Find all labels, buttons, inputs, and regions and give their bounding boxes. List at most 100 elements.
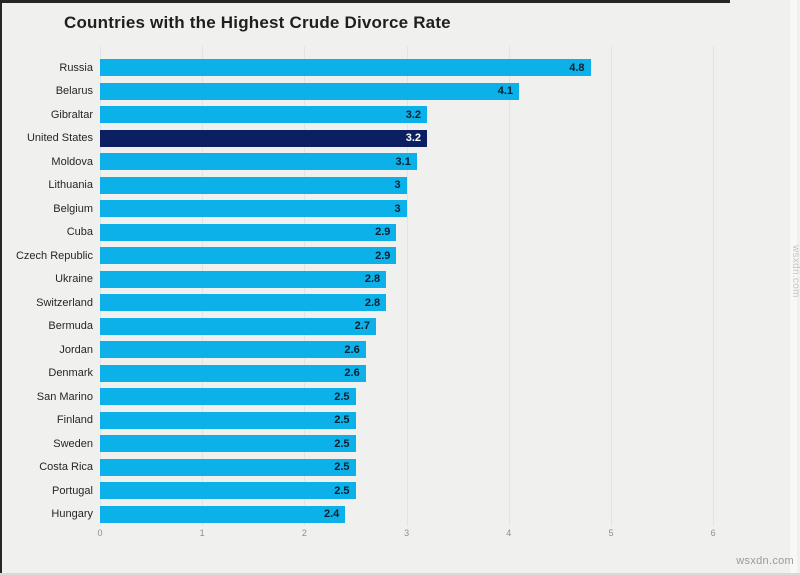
bar-track: 2.5 (100, 388, 790, 406)
value-label: 2.5 (334, 437, 350, 450)
bar: 3.2 (100, 106, 428, 124)
bar-row: Lithuania 3 (0, 174, 790, 198)
bar-row: Russia 4.8 (0, 56, 790, 80)
gridline (508, 46, 510, 526)
value-label: 2.6 (344, 367, 360, 380)
bar: 3 (100, 176, 407, 194)
bar-track: 3.1 (100, 153, 790, 171)
bar-highlighted: 3.2 (100, 129, 428, 147)
bar-track: 2.5 (100, 458, 790, 476)
bar-track: 2.4 (100, 505, 790, 523)
value-label: 2.7 (354, 320, 370, 333)
x-tick-label: 2 (301, 528, 307, 538)
category-label: United States (26, 132, 93, 145)
bar-track: 2.5 (100, 482, 790, 500)
bar-track: 3.2 (100, 129, 790, 147)
category-label: Russia (59, 61, 93, 74)
value-label: 3.1 (395, 155, 411, 168)
bar: 2.5 (100, 458, 356, 476)
bar-row: Gibraltar 3.2 (0, 103, 790, 127)
bar-track: 3 (100, 200, 790, 218)
category-label: Switzerland (36, 296, 93, 309)
category-label: Czech Republic (15, 249, 93, 262)
bar-row: Czech Republic 2.9 (0, 244, 790, 268)
value-label: 2.6 (344, 343, 360, 356)
bar-track: 2.7 (100, 317, 790, 335)
bar-row: Belgium 3 (0, 197, 790, 221)
value-label: 3 (394, 202, 401, 215)
value-label: 3 (394, 179, 401, 192)
bar-row: Finland 2.5 (0, 409, 790, 433)
gridline (713, 46, 715, 526)
bar-row: Costa Rica 2.5 (0, 456, 790, 480)
bar: 2.9 (100, 223, 397, 241)
category-label: Cuba (66, 226, 93, 239)
category-label: Costa Rica (39, 461, 93, 474)
bar: 3.1 (100, 153, 417, 171)
category-label: Finland (56, 414, 93, 427)
value-label: 2.8 (364, 296, 381, 309)
category-label: Belarus (55, 85, 93, 98)
bar: 2.5 (100, 482, 356, 500)
bar: 2.8 (100, 294, 387, 312)
bar-track: 2.5 (100, 435, 790, 453)
category-label: Gibraltar (50, 108, 93, 121)
value-label: 3.2 (405, 108, 422, 121)
value-label: 2.9 (375, 226, 391, 239)
bar: 2.6 (100, 341, 366, 359)
bar-row: Switzerland 2.8 (0, 291, 790, 315)
watermark-bottom-right: wsxdn.com (736, 555, 794, 567)
gridline (611, 46, 612, 526)
chart-title: Countries with the Highest Crude Divorce… (64, 13, 451, 32)
bar-track: 2.9 (100, 223, 790, 241)
bar-row: Belarus 4.1 (0, 80, 790, 104)
value-label: 2.5 (334, 414, 350, 427)
x-tick-label: 5 (608, 528, 614, 538)
plot-rows: Russia 4.8 Belarus 4.1 Gibraltar 3.2 United St… (0, 56, 790, 526)
category-label: Bermuda (48, 320, 93, 333)
bar: 2.6 (100, 364, 366, 382)
bar-row: Hungary 2.4 (0, 503, 790, 527)
bar-row: Denmark 2.6 (0, 362, 790, 386)
bar-track: 2.9 (100, 247, 790, 265)
value-label: 4.1 (497, 85, 514, 98)
bar-track: 2.6 (100, 364, 790, 382)
x-tick-label: 4 (506, 528, 512, 538)
bar-row: Jordan 2.6 (0, 338, 790, 362)
category-label: Denmark (48, 367, 93, 380)
frame-border-top (0, 0, 730, 3)
bar-track: 2.6 (100, 341, 790, 359)
gridline (406, 46, 408, 526)
frame-right-strip (790, 0, 797, 573)
bar-track: 3.2 (100, 106, 790, 124)
category-label: Moldova (51, 155, 93, 168)
bar: 2.7 (100, 317, 376, 335)
bar: 2.8 (100, 270, 387, 288)
frame-border-left (0, 0, 2, 573)
bar-row: Moldova 3.1 (0, 150, 790, 174)
category-label: San Marino (36, 390, 93, 403)
bar: 4.1 (100, 82, 520, 100)
bar-row: Portugal 2.5 (0, 479, 790, 503)
bar-row: San Marino 2.5 (0, 385, 790, 409)
value-label: 2.5 (334, 461, 350, 474)
value-label: 2.9 (375, 249, 391, 262)
bar-track: 2.5 (100, 411, 790, 429)
bar-row: Cuba 2.9 (0, 221, 790, 245)
bar-track: 4.1 (100, 82, 790, 100)
bar: 2.9 (100, 247, 397, 265)
category-label: Jordan (59, 343, 93, 356)
bar-track: 4.8 (100, 59, 790, 77)
x-tick-label: 3 (404, 528, 410, 538)
value-label: 4.8 (569, 61, 585, 74)
value-label: 2.5 (334, 484, 350, 497)
x-tick-label: 0 (97, 528, 103, 538)
category-label: Portugal (52, 484, 93, 497)
x-tick-label: 1 (199, 528, 205, 538)
bar: 3 (100, 200, 407, 218)
bar: 2.5 (100, 388, 356, 406)
category-label: Lithuania (48, 179, 93, 192)
category-label: Sweden (53, 437, 93, 450)
x-tick-label: 6 (710, 528, 716, 538)
